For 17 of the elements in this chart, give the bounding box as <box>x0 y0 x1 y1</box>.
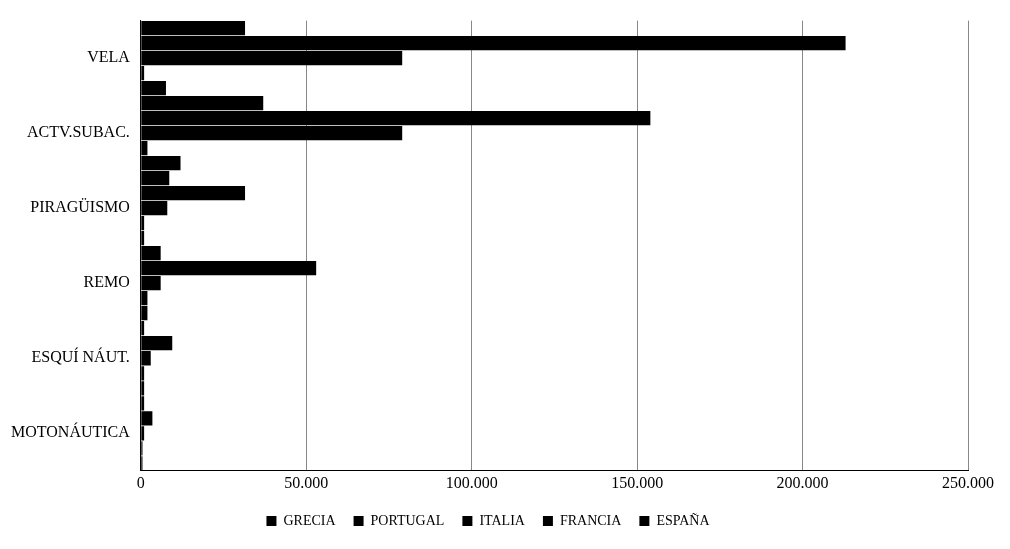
y-tick-label: REMO <box>83 273 130 291</box>
x-tick-label: 0 <box>136 473 145 491</box>
y-tick-label: VELA <box>87 48 131 66</box>
x-tick-label: 100.000 <box>445 473 498 491</box>
legend-label: FRANCIA <box>559 512 623 528</box>
legend-label: PORTUGAL <box>370 512 445 528</box>
legend-label: ITALIA <box>479 512 526 528</box>
legend-label: ESPAÑA <box>656 512 711 528</box>
y-tick-label: ESQUÍ NÁUT. <box>31 347 130 366</box>
x-tick-label: 250.000 <box>942 473 994 491</box>
y-tick-label: PIRAGÜISMO <box>30 198 130 216</box>
x-tick-label: 50.000 <box>284 473 329 491</box>
y-tick-label: ACTV.SUBAC. <box>26 123 130 141</box>
y-tick-label: MOTONÁUTICA <box>11 422 131 441</box>
x-tick-label: 150.000 <box>611 473 664 491</box>
legend-label: GRECIA <box>283 512 337 528</box>
x-tick-label: 200.000 <box>776 473 829 491</box>
